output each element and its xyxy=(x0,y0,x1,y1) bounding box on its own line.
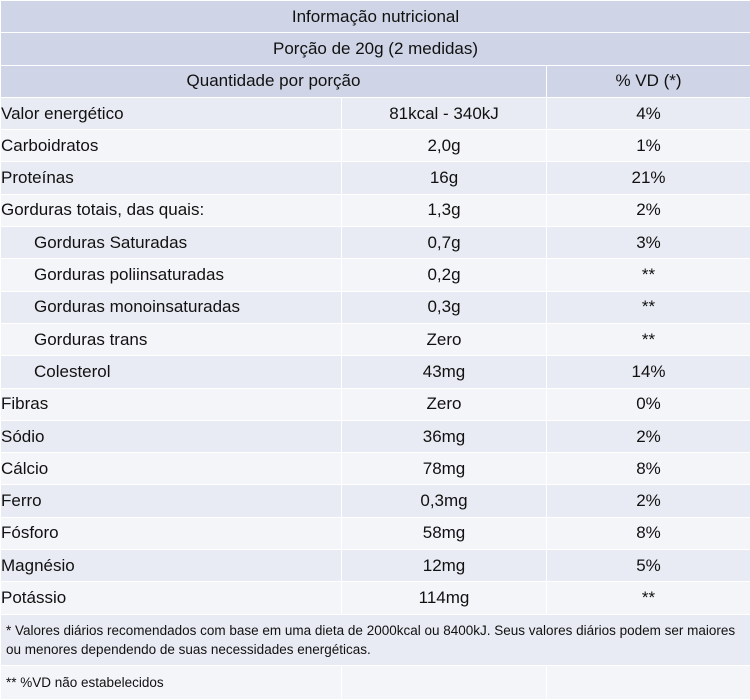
table-title: Informação nutricional xyxy=(1,1,750,33)
nutrient-amount: 58mg xyxy=(342,517,547,549)
portion-size: Porção de 20g (2 medidas) xyxy=(1,33,750,65)
footnote-daily-values: * Valores diários recomendados com base … xyxy=(1,614,750,665)
footnote-vd-not-established: ** %VD não estabelecidos xyxy=(1,665,342,699)
empty-cell xyxy=(342,665,547,699)
table-row: Carboidratos 2,0g 1% xyxy=(1,130,750,162)
nutrient-vd: 14% xyxy=(547,356,750,388)
nutrient-vd: 1% xyxy=(547,130,750,162)
nutrient-amount: 114mg xyxy=(342,582,547,614)
nutrient-vd: 2% xyxy=(547,420,750,452)
vd-header: % VD (*) xyxy=(547,65,750,97)
table-row: Fósforo 58mg 8% xyxy=(1,517,750,549)
nutrient-vd: 21% xyxy=(547,162,750,194)
nutrient-amount: 12mg xyxy=(342,550,547,582)
nutrient-label: Gorduras totais, das quais: xyxy=(1,194,342,226)
table-row: Gorduras totais, das quais: 1,3g 2% xyxy=(1,194,750,226)
table-row: Colesterol 43mg 14% xyxy=(1,356,750,388)
table-row: Proteínas 16g 21% xyxy=(1,162,750,194)
nutrient-amount: 2,0g xyxy=(342,130,547,162)
table-row: Gorduras poliinsaturadas 0,2g ** xyxy=(1,259,750,291)
nutrient-amount: Zero xyxy=(342,323,547,355)
nutrient-amount: Zero xyxy=(342,388,547,420)
nutrient-amount: 0,3g xyxy=(342,291,547,323)
nutrient-vd: 8% xyxy=(547,453,750,485)
nutrient-vd: 0% xyxy=(547,388,750,420)
nutrient-label: Gorduras trans xyxy=(1,323,342,355)
table-row: Potássio 114mg ** xyxy=(1,582,750,614)
nutrient-label: Gorduras poliinsaturadas xyxy=(1,259,342,291)
nutrient-label: Proteínas xyxy=(1,162,342,194)
nutrient-vd: 5% xyxy=(547,550,750,582)
nutrient-label: Ferro xyxy=(1,485,342,517)
nutrient-amount: 43mg xyxy=(342,356,547,388)
table-row: Ferro 0,3mg 2% xyxy=(1,485,750,517)
nutrient-label: Carboidratos xyxy=(1,130,342,162)
table-row: Gorduras Saturadas 0,7g 3% xyxy=(1,227,750,259)
nutrient-amount: 16g xyxy=(342,162,547,194)
nutrient-label: Magnésio xyxy=(1,550,342,582)
nutrient-amount: 0,7g xyxy=(342,227,547,259)
table-row: Gorduras trans Zero ** xyxy=(1,323,750,355)
nutrient-label: Fibras xyxy=(1,388,342,420)
table-row: Cálcio 78mg 8% xyxy=(1,453,750,485)
nutrient-label: Gorduras Saturadas xyxy=(1,227,342,259)
nutrient-vd: 2% xyxy=(547,485,750,517)
nutrient-vd: 2% xyxy=(547,194,750,226)
nutrient-vd: ** xyxy=(547,291,750,323)
nutrient-vd: ** xyxy=(547,259,750,291)
empty-cell xyxy=(547,665,750,699)
nutrient-label: Cálcio xyxy=(1,453,342,485)
table-row: Valor energético 81kcal - 340kJ 4% xyxy=(1,97,750,129)
quantity-header: Quantidade por porção xyxy=(1,65,547,97)
nutrient-label: Sódio xyxy=(1,420,342,452)
nutrient-label: Valor energético xyxy=(1,97,342,129)
nutrient-vd: ** xyxy=(547,582,750,614)
nutrient-amount: 0,3mg xyxy=(342,485,547,517)
nutrient-amount: 81kcal - 340kJ xyxy=(342,97,547,129)
nutrient-vd: 4% xyxy=(547,97,750,129)
nutrient-label: Colesterol xyxy=(1,356,342,388)
nutrient-label: Potássio xyxy=(1,582,342,614)
nutrient-vd: ** xyxy=(547,323,750,355)
nutrient-label: Fósforo xyxy=(1,517,342,549)
nutrient-label: Gorduras monoinsaturadas xyxy=(1,291,342,323)
nutrient-amount: 1,3g xyxy=(342,194,547,226)
table-row: Gorduras monoinsaturadas 0,3g ** xyxy=(1,291,750,323)
nutrient-amount: 0,2g xyxy=(342,259,547,291)
nutrient-amount: 36mg xyxy=(342,420,547,452)
nutrient-vd: 8% xyxy=(547,517,750,549)
table-row: Sódio 36mg 2% xyxy=(1,420,750,452)
nutrient-vd: 3% xyxy=(547,227,750,259)
table-row: Fibras Zero 0% xyxy=(1,388,750,420)
table-row: Magnésio 12mg 5% xyxy=(1,550,750,582)
nutrient-amount: 78mg xyxy=(342,453,547,485)
